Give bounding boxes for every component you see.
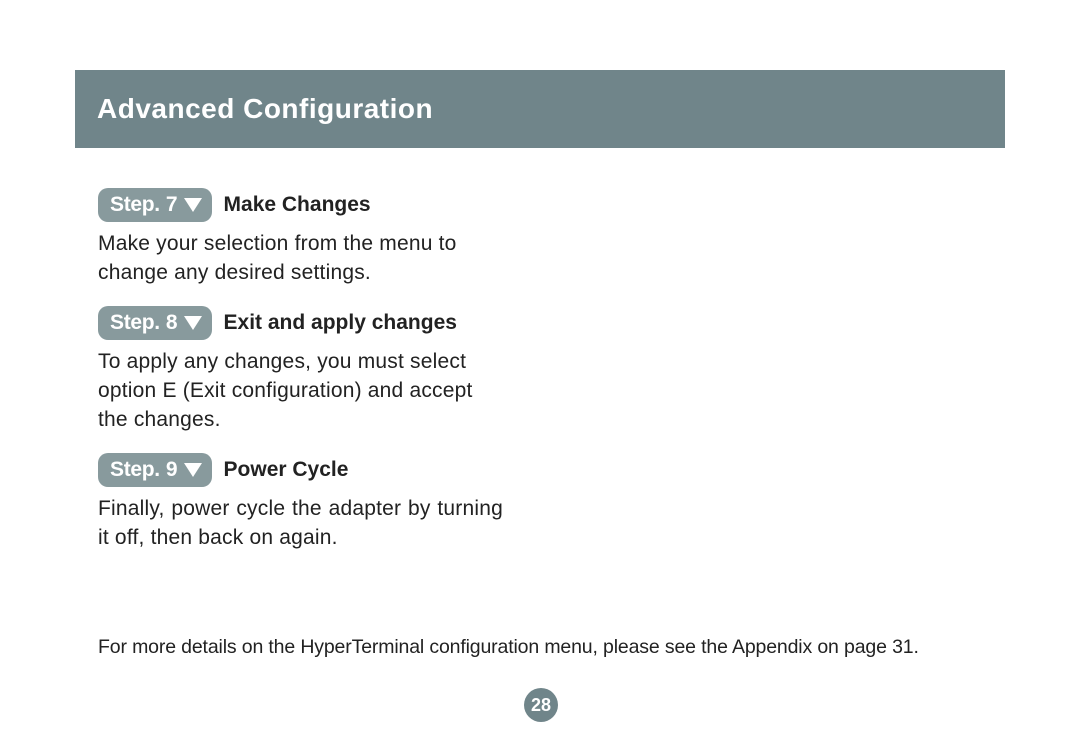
step-badge-prefix: Step. xyxy=(110,193,160,217)
step-title: Exit and apply changes xyxy=(224,311,457,335)
content-area: Step. 7 Make Changes Make your selection… xyxy=(98,188,998,571)
page-number: 28 xyxy=(531,695,551,716)
step-badge: Step. 8 xyxy=(98,306,212,340)
step-title: Make Changes xyxy=(224,193,371,217)
step-block-8: Step. 8 Exit and apply changes To apply … xyxy=(98,306,998,435)
step-badge-prefix: Step. xyxy=(110,458,160,482)
triangle-down-icon xyxy=(184,316,202,330)
triangle-down-icon xyxy=(184,198,202,212)
step-body: To apply any changes, you must select op… xyxy=(98,348,503,435)
step-badge: Step. 7 xyxy=(98,188,212,222)
step-block-7: Step. 7 Make Changes Make your selection… xyxy=(98,188,998,288)
step-block-9: Step. 9 Power Cycle Finally, power cycle… xyxy=(98,453,998,553)
step-badge-prefix: Step. xyxy=(110,311,160,335)
step-body: Finally, power cycle the adapter by turn… xyxy=(98,495,503,553)
step-row: Step. 8 Exit and apply changes xyxy=(98,306,998,340)
step-badge: Step. 9 xyxy=(98,453,212,487)
step-badge-number: 9 xyxy=(166,458,178,482)
step-badge-number: 8 xyxy=(166,311,178,335)
header-bar: Advanced Configuration xyxy=(75,70,1005,148)
step-body: Make your selection from the menu to cha… xyxy=(98,230,503,288)
page-title: Advanced Configuration xyxy=(97,93,433,125)
page-number-badge: 28 xyxy=(524,688,558,722)
step-row: Step. 9 Power Cycle xyxy=(98,453,998,487)
step-row: Step. 7 Make Changes xyxy=(98,188,998,222)
footnote-text: For more details on the HyperTerminal co… xyxy=(98,636,998,659)
step-badge-number: 7 xyxy=(166,193,178,217)
step-title: Power Cycle xyxy=(224,458,349,482)
triangle-down-icon xyxy=(184,463,202,477)
